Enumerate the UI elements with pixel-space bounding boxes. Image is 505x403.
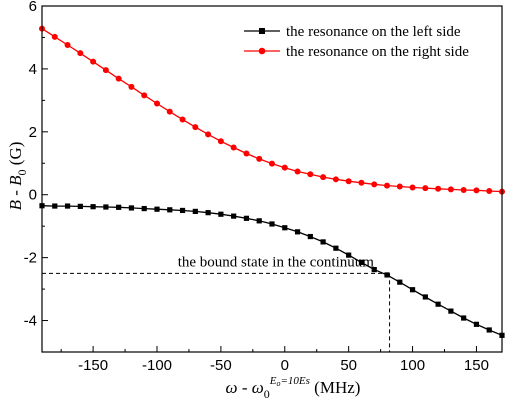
point-right-resonance bbox=[409, 184, 416, 191]
point-left-resonance bbox=[320, 239, 326, 245]
point-right-resonance bbox=[217, 138, 224, 145]
point-right-resonance bbox=[166, 108, 173, 115]
point-left-resonance bbox=[128, 205, 135, 211]
point-left-resonance bbox=[256, 218, 262, 224]
point-left-resonance bbox=[397, 279, 403, 285]
point-right-resonance bbox=[179, 116, 186, 123]
point-right-resonance bbox=[281, 164, 288, 171]
point-right-resonance bbox=[256, 155, 263, 162]
y-tick-label-3: 2 bbox=[29, 124, 37, 141]
point-left-resonance bbox=[282, 225, 288, 231]
point-left-resonance bbox=[409, 287, 416, 293]
point-left-resonance bbox=[346, 252, 352, 258]
y-tick-label-0: -4 bbox=[24, 313, 37, 330]
point-left-resonance bbox=[141, 205, 147, 212]
point-right-resonance bbox=[77, 50, 84, 57]
x-tick-label-2: -50 bbox=[210, 357, 232, 374]
point-left-resonance bbox=[231, 213, 237, 219]
point-right-resonance bbox=[460, 187, 467, 194]
point-left-resonance bbox=[243, 215, 250, 221]
point-left-resonance bbox=[461, 315, 467, 321]
plot-frame bbox=[41, 5, 503, 353]
y-tick-label-4: 4 bbox=[29, 61, 37, 78]
point-left-resonance bbox=[486, 327, 492, 333]
point-right-resonance bbox=[320, 174, 327, 181]
y-axis-title: B - B0 (G) bbox=[6, 142, 29, 211]
annotation-layer: the bound state in the continuum bbox=[42, 254, 391, 352]
point-right-resonance bbox=[307, 171, 314, 178]
point-left-resonance bbox=[448, 308, 454, 314]
point-left-resonance bbox=[371, 266, 377, 273]
legend-label-left: the resonance on the left side bbox=[286, 24, 461, 40]
legend: the resonance on the left side the reson… bbox=[244, 24, 469, 60]
point-left-resonance bbox=[294, 229, 301, 235]
x-tick-label-4: 50 bbox=[340, 357, 357, 374]
point-left-resonance bbox=[103, 204, 109, 210]
point-left-resonance bbox=[154, 206, 160, 212]
point-left-resonance bbox=[473, 321, 480, 327]
point-left-resonance bbox=[179, 207, 186, 214]
point-left-resonance bbox=[307, 233, 313, 240]
point-right-resonance bbox=[269, 160, 275, 167]
y-tick-label-2: 0 bbox=[29, 187, 37, 204]
x-tick-label-5: 100 bbox=[400, 357, 425, 374]
point-right-resonance bbox=[192, 124, 199, 131]
point-left-resonance bbox=[422, 294, 428, 300]
legend-label-right: the resonance on the right side bbox=[286, 44, 469, 60]
x-axis-title: ω - ω0Eo=10Es (MHz) bbox=[226, 375, 361, 401]
y-tick-label-5: 6 bbox=[29, 0, 37, 15]
point-left-resonance bbox=[192, 208, 198, 214]
point-left-resonance bbox=[218, 211, 224, 217]
y-tick-label-1: -2 bbox=[24, 250, 37, 267]
point-right-resonance bbox=[115, 75, 122, 82]
point-left-resonance bbox=[90, 204, 96, 210]
point-right-resonance bbox=[243, 150, 250, 157]
point-right-resonance bbox=[422, 185, 429, 192]
legend-marker-left bbox=[259, 28, 265, 34]
point-right-resonance bbox=[128, 83, 135, 90]
x-tick-label-1: -100 bbox=[142, 357, 172, 374]
point-right-resonance bbox=[345, 178, 352, 185]
point-right-resonance bbox=[64, 42, 71, 49]
point-left-resonance bbox=[205, 210, 211, 216]
x-tick-label-3: 0 bbox=[281, 357, 289, 374]
point-right-resonance bbox=[396, 183, 403, 190]
legend-marker-right bbox=[258, 47, 266, 55]
point-right-resonance bbox=[435, 185, 442, 192]
point-right-resonance bbox=[473, 187, 480, 194]
annotation-label: the bound state in the continuum bbox=[178, 254, 375, 270]
point-left-resonance bbox=[384, 272, 390, 278]
point-right-resonance bbox=[51, 33, 58, 40]
legend-item-right: the resonance on the right side bbox=[244, 44, 469, 60]
point-left-resonance bbox=[77, 203, 83, 209]
point-right-resonance bbox=[205, 131, 212, 138]
point-left-resonance bbox=[64, 203, 71, 209]
point-right-resonance bbox=[371, 181, 378, 188]
point-left-resonance bbox=[358, 259, 365, 265]
point-left-resonance bbox=[116, 204, 122, 210]
point-right-resonance bbox=[102, 67, 109, 74]
point-left-resonance bbox=[52, 203, 58, 209]
point-right-resonance bbox=[447, 186, 454, 193]
point-left-resonance bbox=[167, 207, 173, 213]
point-right-resonance bbox=[332, 176, 339, 183]
point-right-resonance bbox=[358, 179, 365, 186]
point-left-resonance bbox=[269, 221, 275, 227]
x-tick-label-6: 150 bbox=[464, 357, 489, 374]
y-axis: -4 -2 0 2 4 6 bbox=[24, 0, 48, 353]
point-left-resonance bbox=[435, 301, 441, 307]
x-axis: -150 -100 -50 0 50 100 150 bbox=[60, 346, 489, 374]
point-right-resonance bbox=[141, 92, 148, 99]
point-right-resonance bbox=[230, 144, 237, 151]
x-tick-label-0: -150 bbox=[78, 357, 108, 374]
point-right-resonance bbox=[294, 168, 301, 175]
point-right-resonance bbox=[154, 100, 160, 107]
point-right-resonance bbox=[384, 182, 390, 189]
point-right-resonance bbox=[90, 58, 97, 65]
point-left-resonance bbox=[333, 245, 339, 251]
series-layer bbox=[39, 25, 505, 338]
legend-item-left: the resonance on the left side bbox=[244, 24, 461, 40]
point-right-resonance bbox=[486, 187, 493, 194]
